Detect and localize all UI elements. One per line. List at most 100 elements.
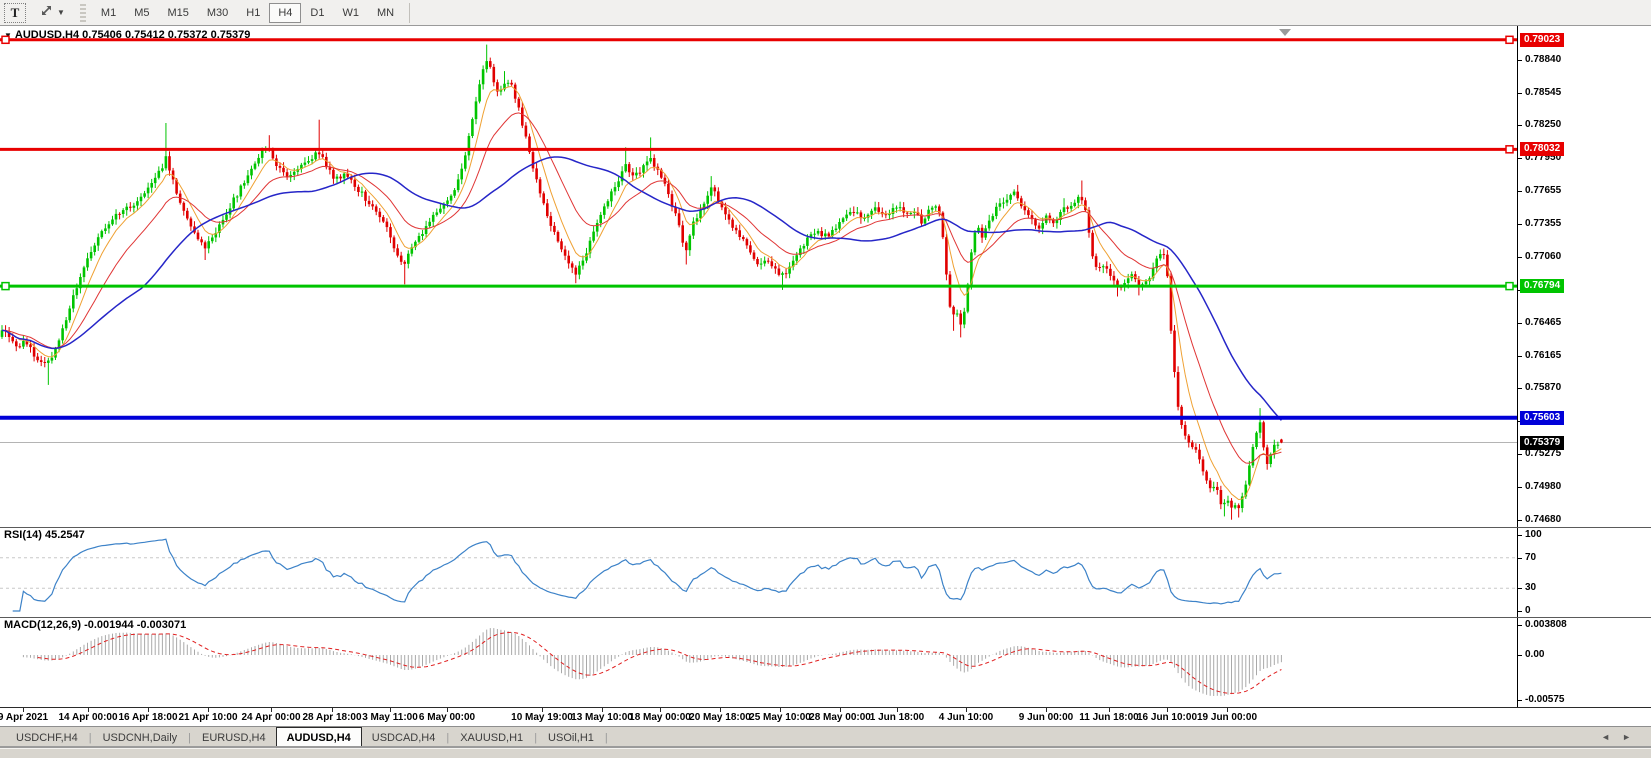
text-tool-button[interactable]: T bbox=[4, 2, 26, 23]
time-tick bbox=[840, 708, 841, 712]
rsi-panel: RSI(14) 45.2547 100 70 30 0 bbox=[0, 527, 1651, 617]
macd-tick bbox=[1518, 699, 1522, 701]
macd-plot[interactable] bbox=[0, 617, 1517, 707]
price-tick-label: 0.77655 bbox=[1525, 185, 1562, 196]
time-tick bbox=[542, 708, 543, 712]
timeframe-button-M1[interactable]: M1 bbox=[100, 6, 117, 19]
arrows-tool-button[interactable]: ▼ bbox=[30, 3, 74, 23]
panel-splitter-macd[interactable] bbox=[0, 617, 1651, 618]
time-axis-label: 16 Apr 18:00 bbox=[118, 712, 178, 723]
price-badge-support-green: 0.76794 bbox=[1520, 279, 1565, 294]
panel-splitter-rsi[interactable] bbox=[0, 527, 1651, 528]
macd-tick bbox=[1518, 655, 1522, 656]
price-tick bbox=[1518, 355, 1522, 357]
hline-handle-support-green-left[interactable] bbox=[1, 281, 10, 291]
rsi-line bbox=[12, 538, 1282, 612]
time-axis-label: 14 Apr 00:00 bbox=[58, 712, 118, 723]
price-tick bbox=[1518, 125, 1522, 127]
price-badge-support-blue: 0.75603 bbox=[1520, 410, 1565, 425]
symbol-tab-AUDUSD-H4[interactable]: AUDUSD,H4 bbox=[275, 727, 362, 748]
price-tick bbox=[1518, 158, 1522, 160]
chart-context-caret-icon[interactable]: ▼ bbox=[4, 31, 12, 40]
price-tick bbox=[1518, 454, 1522, 455]
time-axis-label: 28 Apr 18:00 bbox=[302, 712, 362, 723]
hline-handle-resistance-upper-right[interactable] bbox=[1505, 35, 1514, 45]
price-tick bbox=[1518, 224, 1522, 226]
symbol-tab-XAUUSD-H1[interactable]: XAUUSD,H1 bbox=[460, 732, 524, 744]
time-axis-label: 1 Jun 18:00 bbox=[869, 712, 925, 723]
tab-separator: | bbox=[188, 731, 192, 744]
tab-scroll-right-icon[interactable]: ► bbox=[1622, 732, 1643, 742]
price-tick-label: 0.78840 bbox=[1525, 54, 1562, 65]
diagonal-arrows-icon bbox=[39, 4, 54, 21]
time-axis-label: 21 Apr 10:00 bbox=[178, 712, 238, 723]
toolbar-separator bbox=[409, 2, 411, 23]
symbol-tab-bar: USDCHF,H4 | USDCNH,Daily | EURUSD,H4 AUDUSD,H… bbox=[0, 726, 1651, 748]
price-tick-label: 0.77060 bbox=[1525, 250, 1562, 262]
tab-separator: | bbox=[88, 731, 92, 744]
tab-scroll-left-icon[interactable]: ◄ bbox=[1601, 732, 1623, 742]
toolbar-grip bbox=[79, 3, 86, 22]
time-axis-label: 16 Jun 10:00 bbox=[1136, 712, 1198, 723]
macd-tick-label: 0.003808 bbox=[1525, 619, 1567, 631]
timeframe-button-M15[interactable]: M15 bbox=[167, 6, 189, 19]
time-axis-label: 10 May 19:00 bbox=[511, 712, 573, 723]
timeframe-button-M30[interactable]: M30 bbox=[206, 6, 229, 19]
price-axis[interactable]: 0.78840 0.78545 0.78250 0.77950 0.77655 0.773… bbox=[1517, 26, 1651, 527]
rsi-label: RSI(14) 45.2547 bbox=[4, 529, 85, 541]
symbol-tab-USDCHF-H4[interactable]: USDCHF,H4 bbox=[16, 732, 78, 744]
time-tick bbox=[720, 708, 721, 712]
time-axis[interactable]: 9 Apr 2021 14 Apr 00:00 16 Apr 18:00 21 Apr… bbox=[0, 707, 1651, 726]
macd-tick-label: 0.00 bbox=[1525, 649, 1545, 660]
hline-handle-resistance-lower-right[interactable] bbox=[1505, 145, 1514, 154]
timeframe-button-H4[interactable]: H4 bbox=[269, 2, 302, 23]
rsi-plot[interactable] bbox=[0, 527, 1517, 617]
rsi-value: 45.2547 bbox=[44, 529, 85, 541]
time-tick bbox=[332, 708, 333, 712]
time-tick bbox=[1109, 708, 1110, 712]
time-tick bbox=[271, 708, 272, 712]
symbol-tab-USOil-H1[interactable]: USOil,H1 bbox=[548, 732, 594, 744]
time-axis-label: 9 Jun 00:00 bbox=[1018, 712, 1074, 723]
price-chart-panel: ▼ AUDUSD,H4 0.75406 0.75412 0.75372 0.753… bbox=[0, 26, 1651, 527]
timeframe-button-MN[interactable]: MN bbox=[376, 6, 395, 19]
symbol-tab-USDCAD-H4[interactable]: USDCAD,H4 bbox=[371, 732, 436, 744]
time-axis-label: 19 Jun 00:00 bbox=[1196, 712, 1258, 723]
macd-label: MACD(12,26,9) -0.001944 -0.003071 bbox=[4, 619, 187, 631]
timeframe-button-W1[interactable]: W1 bbox=[342, 6, 359, 19]
hline-handle-resistance-upper-left[interactable] bbox=[1, 35, 10, 45]
hline-handle-support-green-right[interactable] bbox=[1505, 281, 1514, 291]
timeframe-button-H1[interactable]: H1 bbox=[246, 6, 261, 19]
timeframe-button-M5[interactable]: M5 bbox=[134, 6, 150, 19]
time-axis-label: 3 May 11:00 bbox=[362, 712, 418, 723]
candles-layer bbox=[0, 44, 1283, 520]
status-bar bbox=[0, 748, 1651, 758]
time-tick bbox=[447, 708, 448, 712]
symbol-tab-USDCNH-Daily[interactable]: USDCNH,Daily bbox=[102, 732, 178, 744]
rsi-tick bbox=[1518, 588, 1522, 590]
price-tick-label: 0.78545 bbox=[1525, 86, 1562, 98]
rsi-tick-label: 0 bbox=[1525, 605, 1531, 616]
time-tick bbox=[148, 708, 149, 712]
time-tick bbox=[660, 708, 661, 712]
time-axis-label: 9 Apr 2021 bbox=[0, 712, 49, 723]
ma-mid-line bbox=[1, 112, 1282, 464]
time-tick bbox=[966, 708, 967, 712]
ma-slow-line bbox=[1, 156, 1282, 421]
price-plot[interactable] bbox=[0, 26, 1517, 527]
price-tick bbox=[1518, 191, 1522, 192]
time-tick bbox=[1227, 708, 1228, 712]
price-tick-label: 0.77950 bbox=[1525, 152, 1562, 164]
time-tick bbox=[23, 708, 24, 712]
price-tick bbox=[1518, 519, 1522, 521]
price-tick bbox=[1518, 388, 1522, 390]
time-axis-label: 25 May 10:00 bbox=[749, 712, 811, 723]
dropdown-caret-icon[interactable]: ▼ bbox=[57, 8, 65, 17]
shift-end-marker-icon[interactable] bbox=[1279, 29, 1291, 36]
macd-panel: MACD(12,26,9) -0.001944 -0.003071 0.0038… bbox=[0, 617, 1651, 707]
timeframe-button-D1[interactable]: D1 bbox=[310, 6, 325, 19]
time-axis-label: 6 May 00:00 bbox=[418, 712, 476, 723]
price-tick bbox=[1518, 256, 1522, 258]
symbol-tab-EURUSD-H4[interactable]: EURUSD,H4 bbox=[202, 732, 266, 744]
rsi-tick-label: 70 bbox=[1525, 551, 1537, 563]
